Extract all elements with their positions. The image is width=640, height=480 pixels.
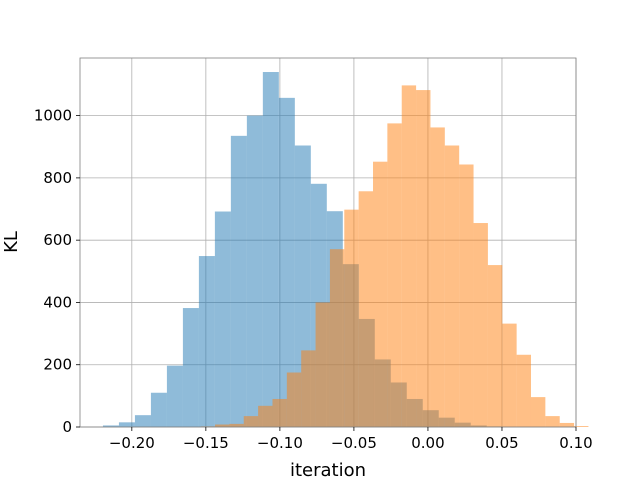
histogram-bar [430, 127, 445, 428]
x-tick-label: 0.10 [559, 434, 592, 452]
histogram-bar [487, 265, 503, 427]
histogram-bar [214, 211, 231, 427]
histogram-bar [530, 397, 546, 427]
histogram-bar [243, 416, 259, 427]
x-axis-ticks: −0.20 −0.15 −0.10 −0.05 0.00 0.05 0.10 [109, 427, 593, 452]
histogram-bar [215, 424, 230, 427]
histogram-bar [258, 405, 273, 427]
x-tick-label: −0.20 [109, 434, 155, 452]
y-axis-ticks: 0 200 400 600 800 1000 [34, 107, 80, 436]
plot-frame [79, 57, 577, 428]
histogram-bar [329, 249, 345, 427]
histogram-bar [230, 135, 247, 428]
histogram-bar [272, 398, 287, 427]
y-axis-label: KL [1, 231, 22, 253]
histogram-bar [315, 302, 330, 427]
x-tick-label: 0.00 [411, 434, 444, 452]
histogram-bar [516, 354, 531, 427]
histogram-bar [344, 209, 359, 427]
histogram-bar [301, 350, 316, 427]
histogram-bar [358, 191, 374, 427]
histogram-bar [246, 115, 263, 427]
histogram-bar [444, 145, 460, 427]
histogram-bar [134, 415, 151, 427]
histogram-bar [502, 323, 517, 427]
histogram-bar [118, 422, 135, 427]
series-1-bars [200, 85, 589, 428]
y-tick-label: 0 [62, 418, 72, 436]
histogram-bar [416, 90, 431, 427]
histogram-bar [198, 256, 215, 427]
histogram-bar [574, 426, 589, 427]
histogram-bar [473, 223, 488, 427]
histogram-bar [262, 72, 279, 427]
histogram-bars [102, 72, 589, 428]
histogram-bar [166, 365, 183, 427]
histogram-bar [559, 422, 575, 427]
y-tick-label: 1000 [34, 107, 72, 125]
x-axis-label: iteration [290, 460, 366, 480]
histogram-bar [102, 425, 119, 427]
histogram-bar [286, 372, 302, 427]
histogram-bar [401, 85, 417, 428]
histogram-bar [229, 423, 244, 427]
histogram-bar [373, 161, 388, 427]
x-tick-label: −0.05 [331, 434, 377, 452]
histogram-bar [545, 416, 560, 427]
histogram-bar [459, 164, 474, 427]
y-tick-label: 200 [43, 356, 72, 374]
x-tick-label: 0.05 [485, 434, 518, 452]
histogram-bar [278, 97, 295, 428]
y-tick-label: 800 [43, 169, 72, 187]
histogram-bar [150, 392, 167, 427]
x-tick-label: −0.15 [183, 434, 229, 452]
histogram-bar [387, 123, 402, 428]
y-tick-label: 400 [43, 293, 72, 311]
x-tick-label: −0.10 [257, 434, 303, 452]
y-tick-label: 600 [43, 231, 72, 249]
histogram-bar [182, 308, 199, 427]
